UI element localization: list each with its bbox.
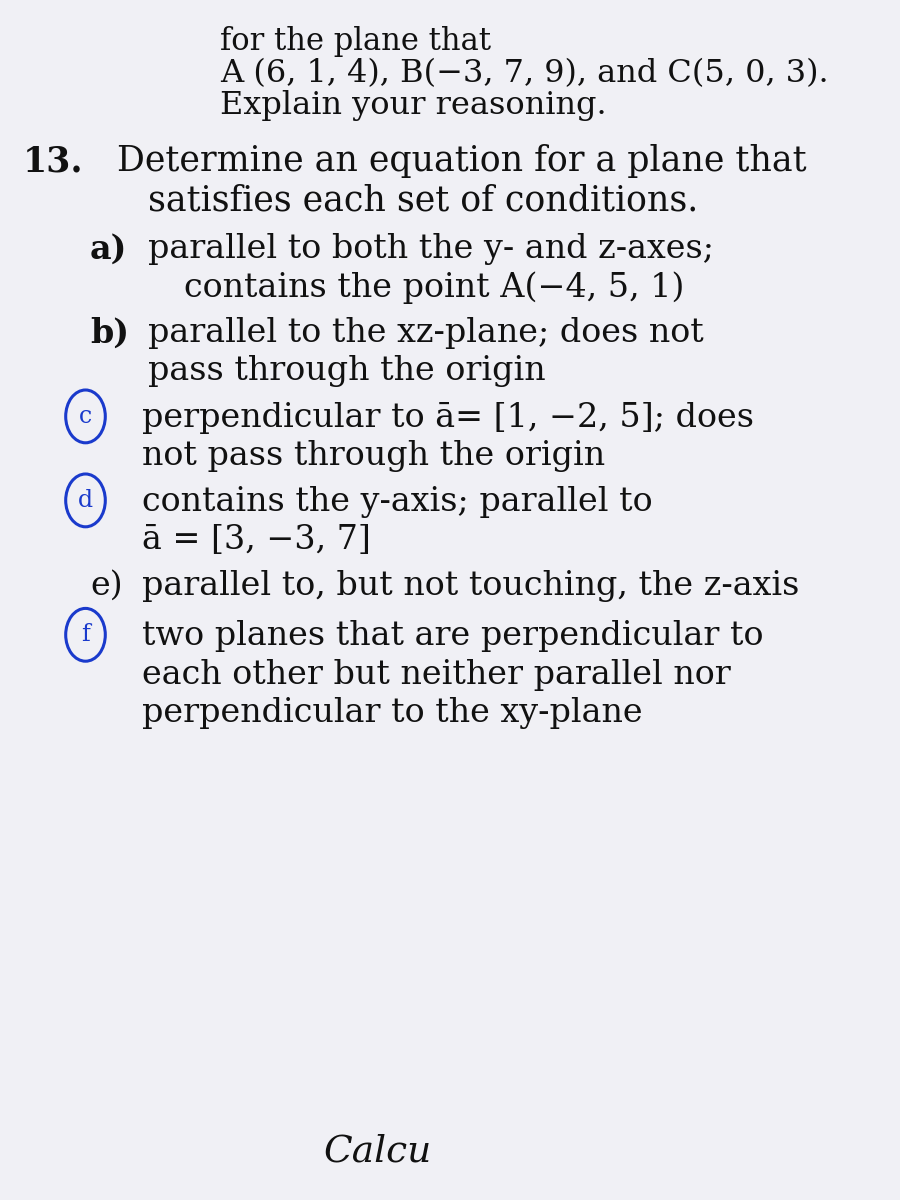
Text: contains the y-axis; parallel to: contains the y-axis; parallel to: [142, 486, 652, 518]
Text: c: c: [79, 404, 92, 428]
Text: Calcu: Calcu: [324, 1134, 432, 1170]
Text: parallel to both the y- and z-axes;: parallel to both the y- and z-axes;: [148, 233, 715, 265]
Text: f: f: [81, 623, 90, 647]
Text: a): a): [90, 233, 128, 265]
Text: ā = [3, −3, 7]: ā = [3, −3, 7]: [142, 524, 371, 557]
Text: two planes that are perpendicular to: two planes that are perpendicular to: [142, 620, 764, 653]
Text: pass through the origin: pass through the origin: [148, 355, 546, 388]
Text: e): e): [90, 570, 122, 602]
Text: d: d: [78, 488, 93, 512]
Text: for the plane that: for the plane that: [220, 26, 491, 58]
Text: satisfies each set of conditions.: satisfies each set of conditions.: [148, 184, 698, 217]
Text: contains the point A(−4, 5, 1): contains the point A(−4, 5, 1): [184, 271, 685, 304]
Text: parallel to, but not touching, the z-axis: parallel to, but not touching, the z-axi…: [142, 570, 799, 602]
Text: b): b): [90, 317, 129, 350]
Text: perpendicular to the xy-plane: perpendicular to the xy-plane: [142, 697, 643, 730]
Text: 13.: 13.: [22, 144, 83, 178]
Text: each other but neither parallel nor: each other but neither parallel nor: [142, 659, 731, 691]
Text: parallel to the xz-plane; does not: parallel to the xz-plane; does not: [148, 317, 704, 349]
Text: A (6, 1, 4), B(−3, 7, 9), and C(5, 0, 3).: A (6, 1, 4), B(−3, 7, 9), and C(5, 0, 3)…: [220, 58, 829, 89]
Text: Determine an equation for a plane that: Determine an equation for a plane that: [117, 144, 806, 178]
Text: perpendicular to ā= [1, −2, 5]; does: perpendicular to ā= [1, −2, 5]; does: [142, 402, 754, 434]
Text: Explain your reasoning.: Explain your reasoning.: [220, 90, 608, 121]
Text: not pass through the origin: not pass through the origin: [142, 440, 606, 473]
